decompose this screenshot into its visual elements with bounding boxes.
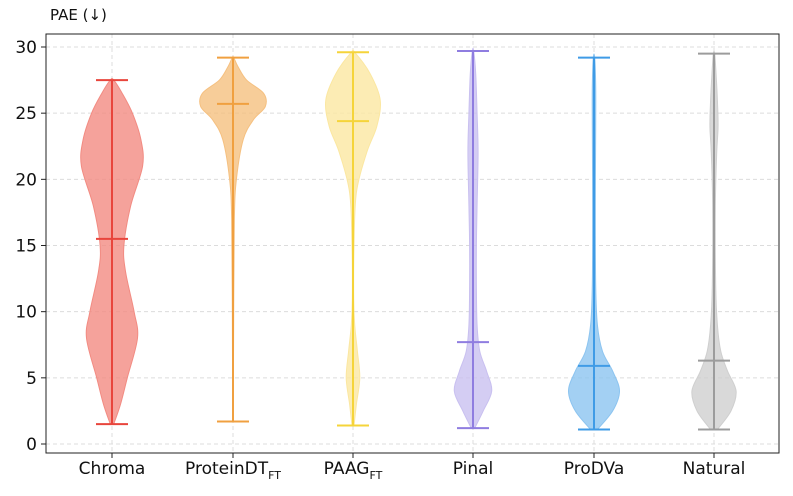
violin-layer [80,47,737,431]
grid-layer [46,34,779,453]
x-tick-label: PAAGFT [324,459,383,482]
x-tick-label: ProteinDTFT [185,459,281,482]
y-tick-label: 0 [26,435,37,455]
y-tick-label: 25 [15,104,37,124]
y-tick-label: 15 [15,237,37,257]
x-tick-label: Pinal [453,459,494,479]
y-tick-label: 5 [26,369,37,389]
y-tick-label: 30 [15,38,37,58]
plot-frame [45,33,780,454]
y-tick-label: 20 [15,170,37,190]
tick-layer: 0 5 10 15 20 25 30 Chroma ProteinDTFT PAAGFT Pinal… [15,38,745,482]
x-tick-label: ProDVa [564,459,625,479]
x-tick-label: Natural [683,459,746,479]
x-tick-label: Chroma [79,459,146,479]
y-axis-label: PAE (↓) [50,6,107,24]
y-tick-label: 10 [15,303,37,323]
